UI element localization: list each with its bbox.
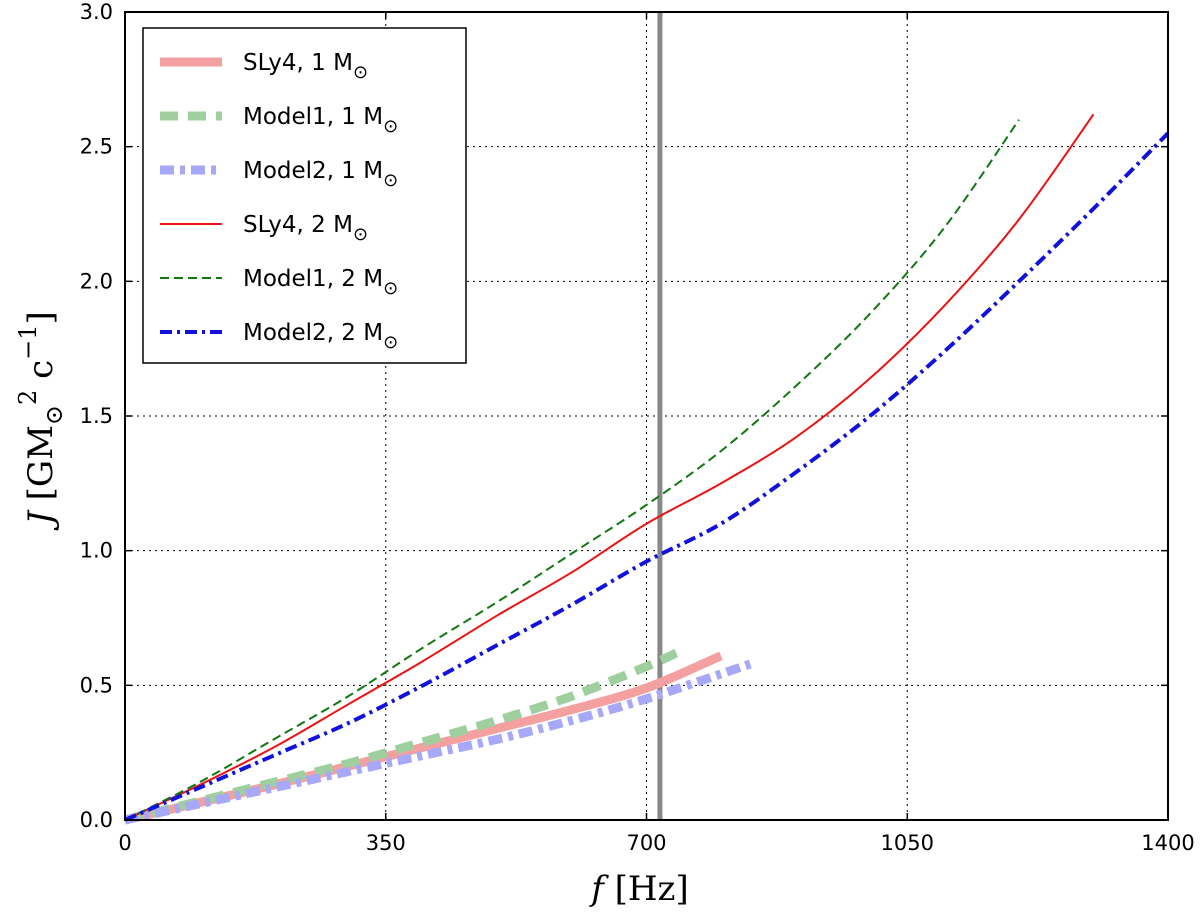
solar-mass-subscript: ⊙: [383, 332, 398, 353]
y-axis-label: J [GM⊙2 c−1]: [14, 311, 68, 531]
y-axis-unit-c: [21, 379, 61, 390]
legend-label-6: Model2, 2 M⊙: [243, 320, 398, 353]
series-line-5: [124, 119, 1020, 821]
y-axis-bracket-close: ]: [21, 311, 61, 324]
y-tick-label: 2.5: [80, 135, 113, 159]
y-tick-label: 0.0: [80, 808, 113, 832]
y-tick-label: 3.0: [80, 0, 113, 24]
legend-label-1: SLy4, 1 M⊙: [243, 50, 368, 83]
legend-label-5: Model1, 2 M⊙: [243, 266, 398, 299]
y-axis-bracket-open: [: [21, 487, 61, 500]
solar-mass-subscript: ⊙: [353, 62, 368, 83]
y-axis-unit-sup: 2: [14, 390, 42, 405]
y-tick-label: 1.5: [80, 404, 113, 428]
y-axis-sun: ⊙: [40, 405, 68, 425]
legend-label-2: Model1, 1 M⊙: [243, 104, 398, 137]
series-line-3: [124, 659, 753, 825]
x-tick-label: 0: [118, 831, 131, 855]
x-tick-label: 1050: [881, 831, 934, 855]
x-axis-bracket-open: [: [615, 869, 628, 909]
x-axis-var: f: [588, 869, 609, 909]
y-tick-label: 2.0: [80, 269, 113, 293]
y-axis-c-sup: −1: [14, 324, 42, 359]
y-axis-c: c: [21, 360, 61, 379]
series-line-6: [124, 131, 1170, 822]
solar-mass-subscript: ⊙: [383, 116, 398, 137]
y-axis-var: J: [21, 509, 61, 531]
legend: SLy4, 1 M⊙ Model1, 1 M⊙ Model2, 1 M⊙ SLy4, …: [142, 27, 467, 364]
solar-mass-subscript: ⊙: [383, 170, 398, 191]
series-lines: [123, 113, 1170, 825]
solar-mass-subscript: ⊙: [383, 278, 398, 299]
y-tick-label: 0.5: [80, 673, 113, 697]
x-tick-label: 700: [626, 831, 666, 855]
x-tick-label: 350: [366, 831, 406, 855]
y-axis-unit-gm: GM: [21, 425, 61, 487]
y-tick-label: 1.0: [80, 539, 113, 563]
x-axis-unit: Hz: [628, 869, 676, 909]
solar-mass-subscript: ⊙: [353, 224, 368, 245]
legend-label-3: Model2, 1 M⊙: [243, 158, 398, 191]
series-line-4: [124, 113, 1095, 821]
legend-label-4: SLy4, 2 M⊙: [243, 212, 368, 245]
x-axis-label: f [Hz]: [588, 869, 689, 909]
x-axis-bracket-close: ]: [675, 869, 688, 909]
legend-box: [142, 27, 467, 364]
axis-ticks: 0 350 700 1050 1400 0.0 0.5 1.0 1.5 2.0 2.5 3.0: [80, 0, 1195, 855]
x-tick-label: 1400: [1141, 831, 1194, 855]
